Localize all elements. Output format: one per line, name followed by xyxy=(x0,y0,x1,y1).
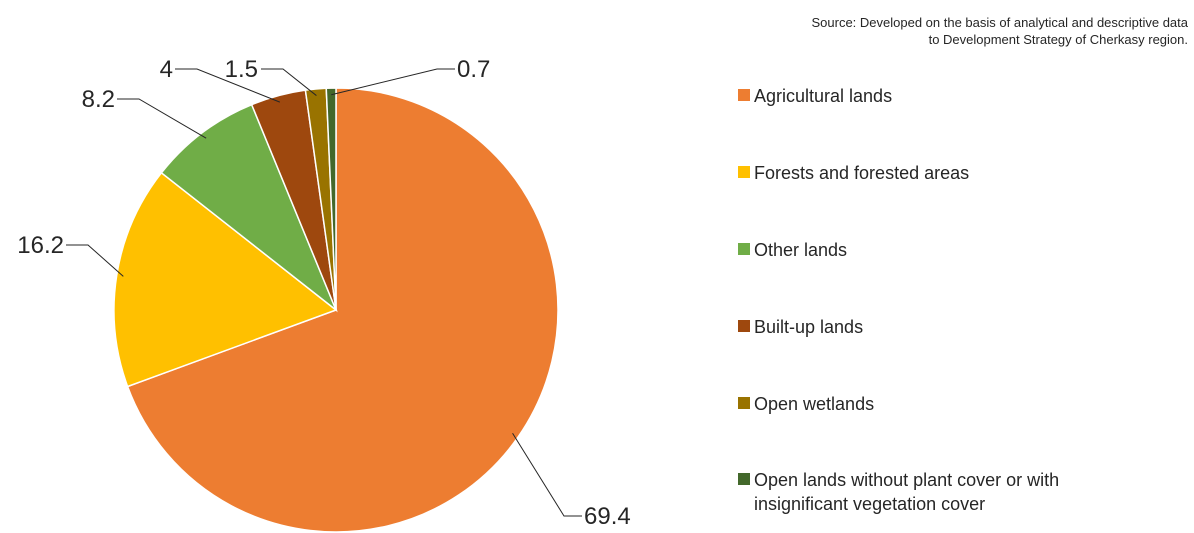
legend-item-agricultural-lands: Agricultural lands xyxy=(738,84,892,108)
leader-line-forests-and-forested-areas xyxy=(66,244,124,277)
pie-chart: 69.4 16.2 8.2 4 1.5 0.7 xyxy=(17,56,631,533)
data-label-built-up-lands: 4 xyxy=(160,56,173,83)
pie-slice-forests-and-forested-areas xyxy=(113,171,338,388)
data-label-agricultural-lands: 69.4 xyxy=(584,503,631,530)
legend-swatch xyxy=(738,320,750,332)
legend-label: Built-up lands xyxy=(754,317,864,337)
data-label-open-lands-without-plant-cover-or-with-insignificant-vegetation-cover: 0.7 xyxy=(457,56,490,83)
legend-item-other-lands: Other lands xyxy=(738,238,847,262)
pie-slice-other-lands xyxy=(160,103,338,313)
data-label-open-wetlands: 1.5 xyxy=(225,56,258,83)
leader-line-open-lands-without-plant-cover-or-with-insignificant-vegetation-cover xyxy=(331,68,455,96)
leader-line-open-wetlands xyxy=(261,68,317,96)
legend-item-built-up-lands: Built-up lands xyxy=(738,315,863,339)
leader-line-built-up-lands xyxy=(175,68,281,103)
legend-label: Other lands xyxy=(754,240,848,260)
leader-line-agricultural-lands xyxy=(512,433,582,517)
pie-slice-open-lands-without-plant-cover-or-with-insignificant-vegetation-cover xyxy=(325,87,337,311)
legend-label: Agricultural lands xyxy=(754,86,893,106)
legend-swatch xyxy=(738,166,750,178)
data-label-forests-and-forested-areas: 16.2 xyxy=(17,232,64,259)
legend-item-open-lands-without-plant-cover-or-with-insignificant-vegetation-cover: Open lands without plant cover or with i… xyxy=(738,468,1154,516)
legend-label: Open wetlands xyxy=(754,394,875,414)
data-label-other-lands: 8.2 xyxy=(82,86,115,113)
source-note: Source: Developed on the basis of analyt… xyxy=(811,15,1188,47)
legend-swatch xyxy=(738,89,750,101)
legend-item-forests-and-forested-areas: Forests and forested areas xyxy=(738,161,969,185)
legend-item-open-wetlands: Open wetlands xyxy=(738,392,874,416)
legend-swatch xyxy=(738,243,750,255)
legend-swatch xyxy=(738,473,750,485)
legend-label: Forests and forested areas xyxy=(754,163,970,183)
legend-label: Open lands without plant cover or with i… xyxy=(754,470,1060,514)
legend-swatch xyxy=(738,397,750,409)
pie-slice-agricultural-lands xyxy=(126,87,559,533)
leader-line-other-lands xyxy=(117,98,207,139)
